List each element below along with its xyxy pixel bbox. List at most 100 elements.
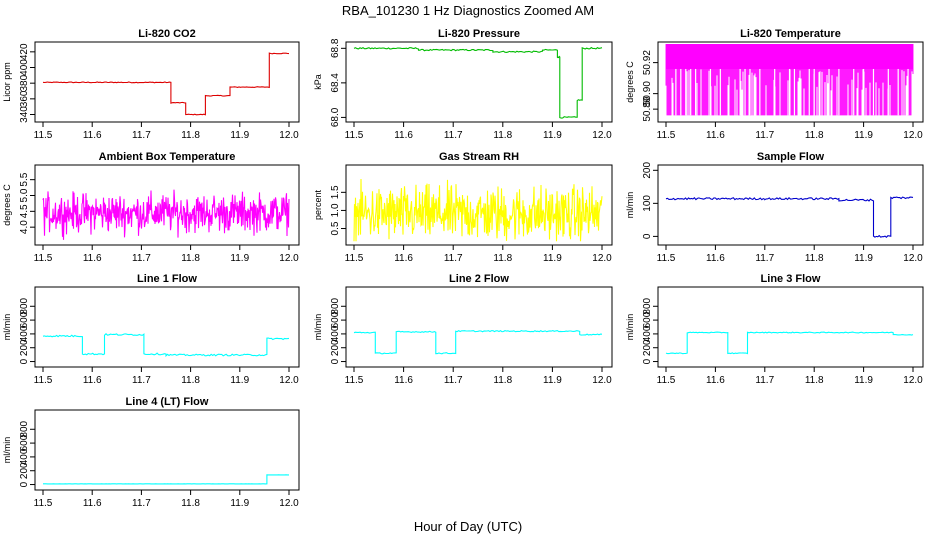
x-tick-label: 11.5	[657, 130, 676, 141]
series-line	[353, 46, 603, 119]
y-tick-label: 0	[19, 358, 30, 364]
y-tick-label: 100	[642, 195, 653, 212]
panels: Li-820 CO2 Licor ppm 11.5 11.6 11.7 11.8 11.9 1…	[2, 28, 924, 509]
x-tick-label: 11.7	[132, 498, 151, 509]
chart-panel: Li-820 CO2 Licor ppm 11.5 11.6 11.7 11.8 11.9 1…	[2, 28, 300, 141]
x-tick-label: 11.9	[543, 375, 562, 386]
x-tick-label: 11.9	[230, 253, 249, 264]
x-tick-label: 11.8	[805, 375, 824, 386]
plot-frame	[657, 286, 924, 368]
y-axis-label: ml/min	[313, 314, 323, 341]
x-tick-label: 11.6	[706, 375, 725, 386]
y-tick-label: 400	[330, 325, 341, 342]
y-tick-label: 4.0	[19, 220, 30, 234]
x-tick-label: 11.5	[657, 375, 676, 386]
y-tick-label: 5.0	[19, 188, 30, 202]
x-tick-label: 12.0	[903, 375, 923, 386]
chart-panel: Ambient Box Temperature degrees C 11.5 11.6…	[2, 151, 300, 264]
y-tick-label: 380	[19, 74, 30, 91]
x-tick-label: 11.7	[132, 253, 151, 264]
y-tick-label: 0	[642, 233, 653, 239]
y-axis-label: percent	[313, 189, 323, 220]
y-axis-label: ml/min	[625, 192, 635, 219]
x-tick-label: 12.0	[592, 253, 612, 264]
x-tick-label: 11.5	[657, 253, 676, 264]
y-tick-label: 800	[19, 297, 30, 314]
panel-title: Line 2 Flow	[449, 273, 509, 285]
x-tick-label: 11.5	[345, 375, 364, 386]
x-tick-label: 12.0	[903, 253, 923, 264]
y-tick-label: 420	[19, 43, 30, 60]
x-tick-label: 11.9	[854, 253, 873, 264]
plot-frame	[657, 41, 924, 123]
x-tick-label: 11.6	[394, 375, 413, 386]
x-tick-label: 11.5	[345, 253, 364, 264]
y-tick-label: 800	[19, 420, 30, 437]
x-tick-label: 12.0	[279, 130, 299, 141]
y-axis-label: kPa	[313, 74, 323, 90]
plot-frame	[34, 164, 300, 246]
figure-title: RBA_101230 1 Hz Diagnostics Zoomed AM	[342, 3, 594, 18]
chart-panel: Li-820 Pressure kPa 11.5 11.6 11.7 11.8 11.9 12…	[313, 28, 613, 141]
chart-panel: Line 3 Flow ml/min 11.5 11.6 11.7 11.8 11.9 12.…	[625, 273, 924, 386]
series-line	[665, 196, 914, 239]
x-tick-label: 11.7	[755, 130, 774, 141]
series-line	[665, 331, 914, 355]
x-tick-label: 11.6	[394, 130, 413, 141]
x-tick-label: 11.6	[83, 130, 102, 141]
x-tick-label: 11.8	[805, 253, 824, 264]
x-tick-label: 11.5	[345, 130, 364, 141]
y-tick-label: 200	[330, 339, 341, 356]
y-tick-label: 0	[642, 358, 653, 364]
plot-frame	[34, 286, 300, 368]
x-tick-label: 11.6	[83, 498, 102, 509]
x-tick-label: 11.9	[854, 375, 873, 386]
y-tick-label: 400	[19, 325, 30, 342]
y-tick-label: 400	[19, 59, 30, 76]
plot-frame	[657, 164, 924, 246]
panel-title: Li-820 Pressure	[438, 28, 520, 40]
y-axis-label: degrees C	[625, 61, 635, 103]
x-tick-label: 11.7	[132, 375, 151, 386]
y-tick-label: 600	[19, 434, 30, 451]
panel-title: Li-820 Temperature	[740, 28, 841, 40]
y-tick-label: 200	[642, 339, 653, 356]
y-tick-label: 360	[19, 90, 30, 107]
series-line	[42, 52, 290, 116]
y-tick-label: 1.5	[330, 185, 341, 199]
plot-frame	[34, 409, 300, 491]
plot-frame	[345, 41, 613, 123]
chart-panel: Line 4 (LT) Flow ml/min 11.5 11.6 11.7 11.8 11…	[2, 396, 300, 509]
x-tick-label: 12.0	[279, 253, 299, 264]
x-tick-label: 11.7	[755, 253, 774, 264]
x-tick-label: 11.5	[34, 375, 53, 386]
chart-panel: Sample Flow ml/min 11.5 11.6 11.7 11.8 11.9 12.…	[625, 151, 924, 264]
y-tick-label: 4.5	[19, 204, 30, 218]
panel-title: Line 1 Flow	[137, 273, 197, 285]
panel-title: Line 3 Flow	[761, 273, 821, 285]
x-tick-label: 11.5	[34, 130, 53, 141]
y-tick-label: 1.0	[330, 203, 341, 217]
y-tick-label: 50.90	[642, 81, 653, 106]
x-tick-label: 11.8	[493, 130, 512, 141]
plot-frame	[34, 41, 300, 123]
panel-title: Gas Stream RH	[439, 151, 519, 163]
series-line	[42, 189, 290, 240]
x-tick-label: 11.8	[181, 375, 200, 386]
chart-panel: Line 2 Flow ml/min 11.5 11.6 11.7 11.8 11.9 12.…	[313, 273, 613, 386]
y-tick-label: 600	[330, 311, 341, 328]
y-axis-label: Licor ppm	[2, 62, 12, 102]
y-tick-label: 600	[19, 311, 30, 328]
y-tick-label: 0	[19, 481, 30, 487]
y-tick-label: 800	[330, 297, 341, 314]
x-tick-label: 11.6	[706, 130, 725, 141]
x-tick-label: 12.0	[279, 375, 299, 386]
x-tick-label: 12.0	[903, 130, 923, 141]
y-tick-label: 200	[642, 162, 653, 179]
y-axis-label: ml/min	[2, 437, 12, 464]
x-tick-label: 11.6	[83, 375, 102, 386]
figure-xlabel: Hour of Day (UTC)	[414, 519, 522, 534]
x-tick-label: 11.5	[34, 253, 53, 264]
series-line	[42, 333, 290, 358]
